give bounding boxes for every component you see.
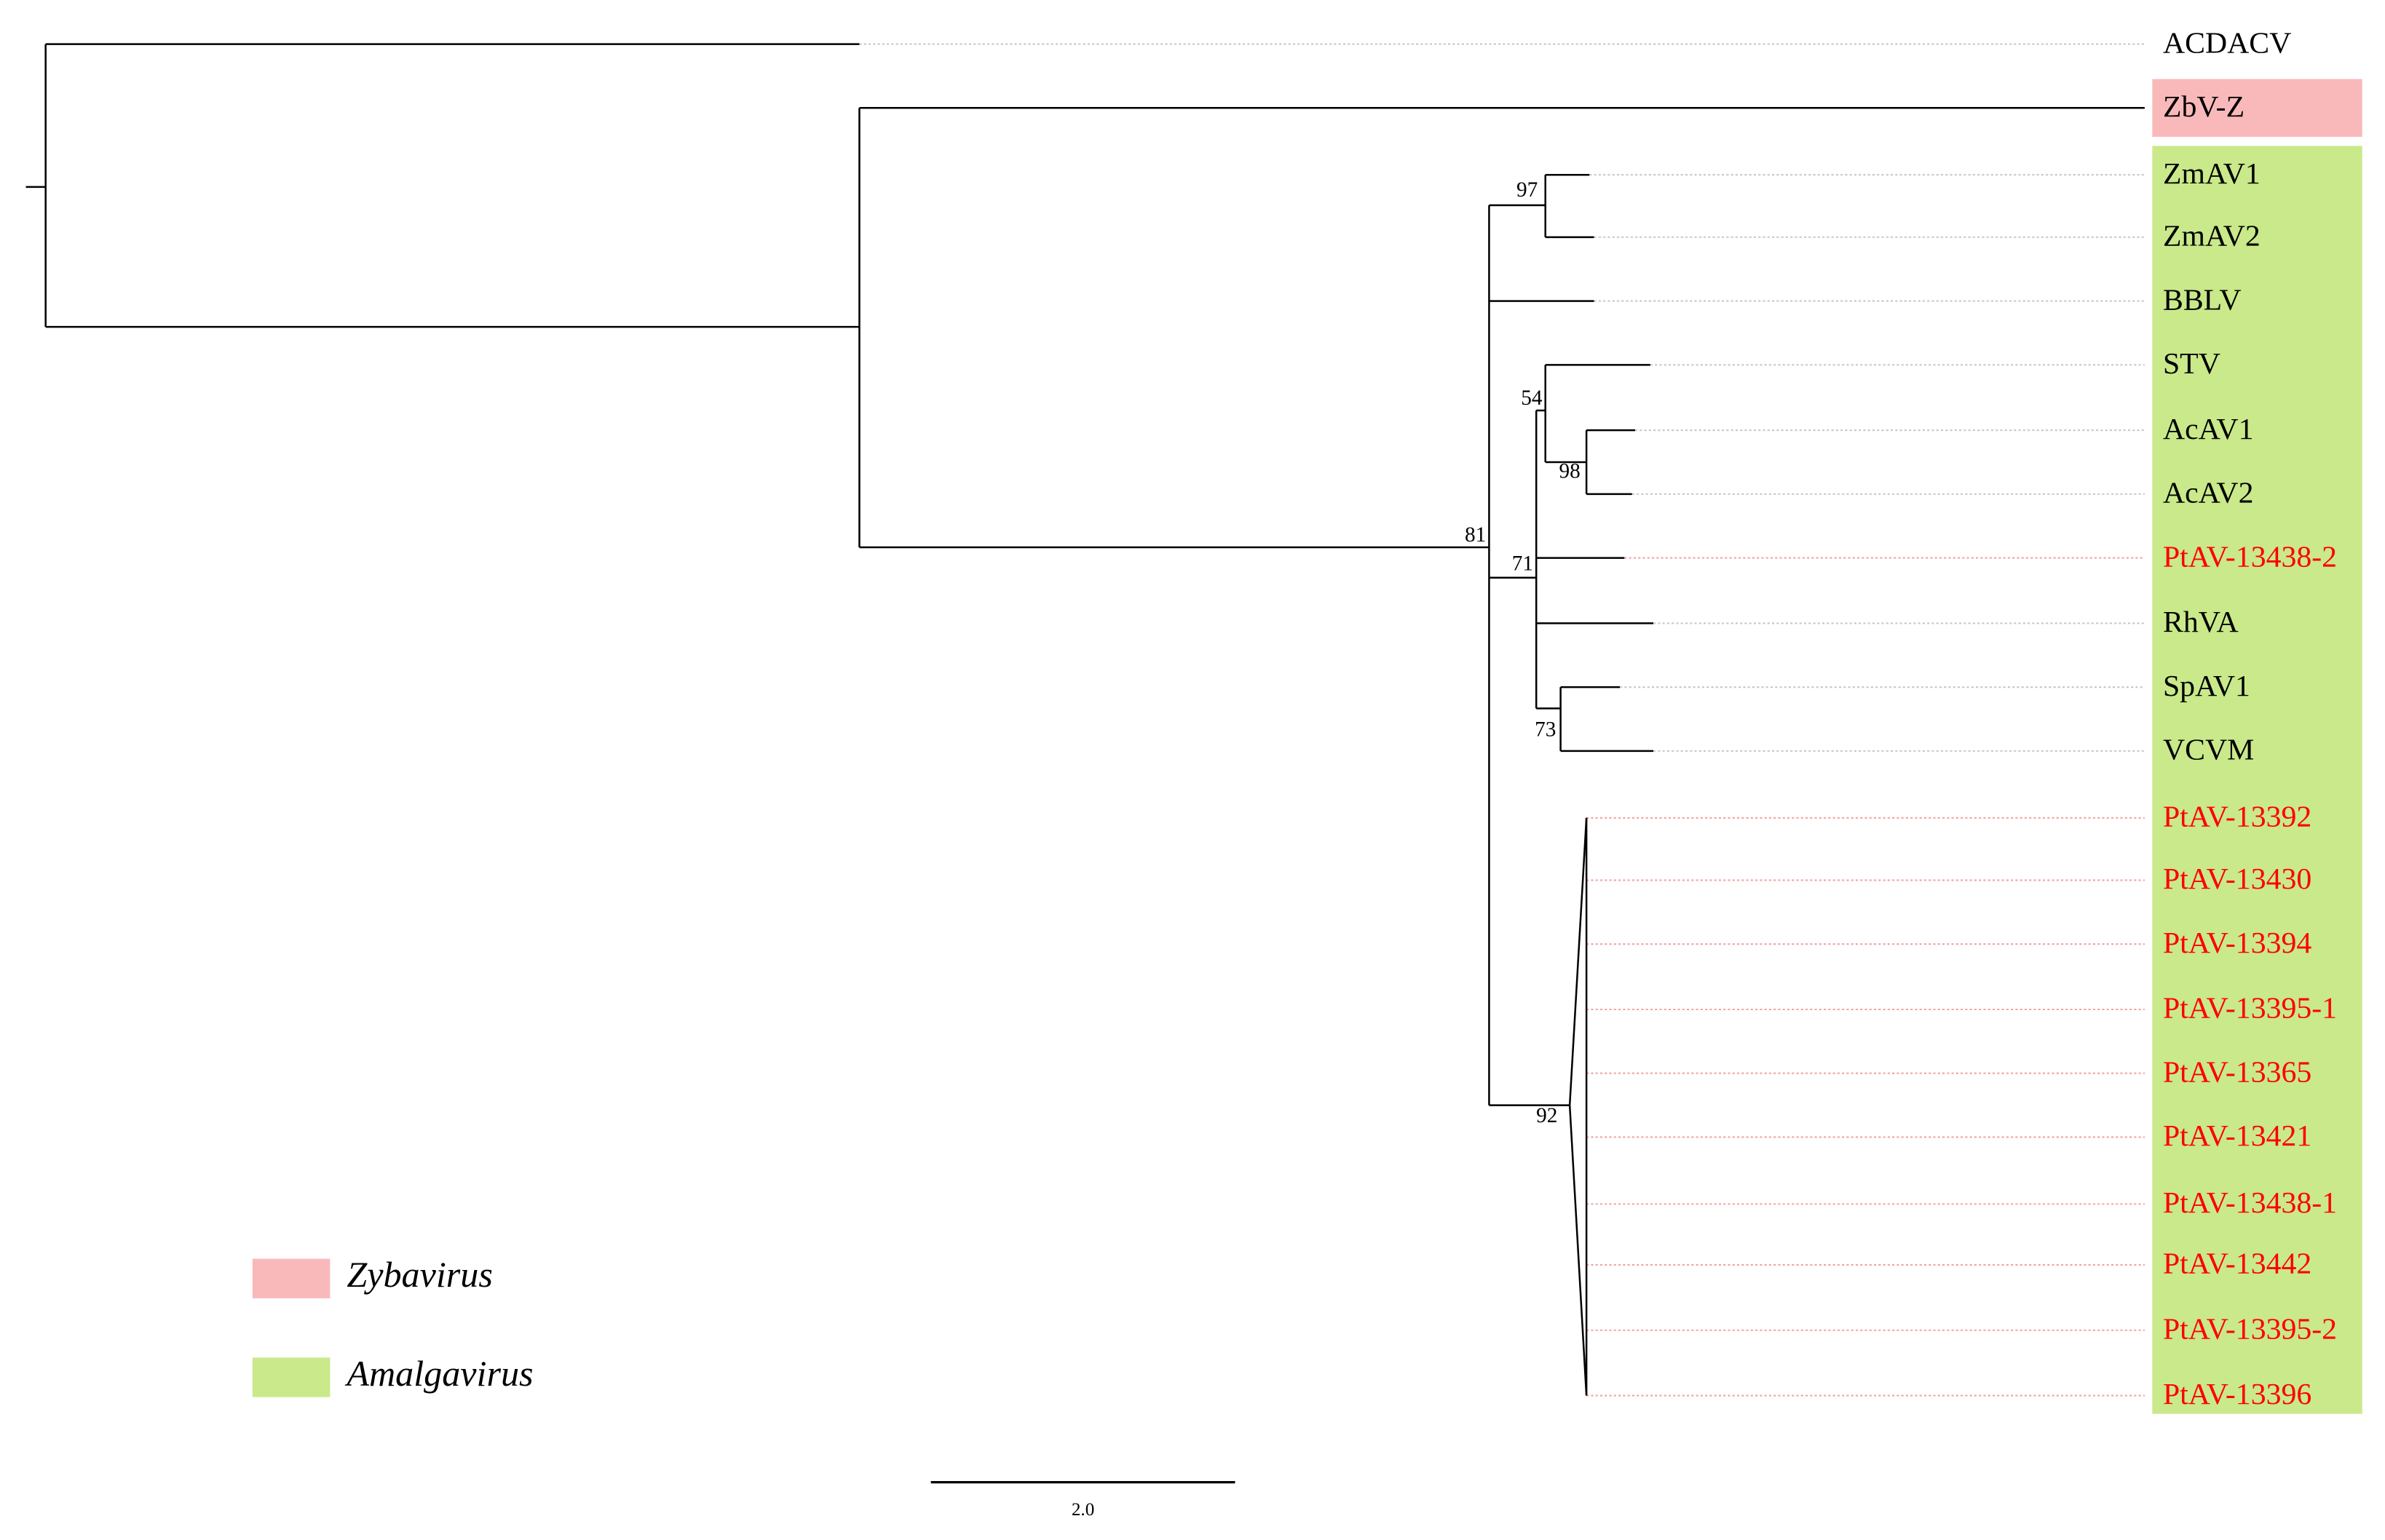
legend-label: Amalgavirus	[344, 1353, 533, 1394]
bootstrap-value: 92	[1536, 1104, 1557, 1127]
leaf-label: PtAV-13365	[2163, 1055, 2311, 1089]
leaf-label: PtAV-13396	[2163, 1378, 2311, 1411]
leaf-label: ZmAV1	[2163, 157, 2261, 191]
leaf-label: AcAV2	[2163, 477, 2254, 510]
leaf-label: AcAV1	[2163, 413, 2254, 446]
leaf-label: PtAV-13392	[2163, 800, 2311, 833]
leaf-label: PtAV-13438-2	[2163, 540, 2337, 573]
leaf-label: PtAV-13438-1	[2163, 1186, 2337, 1220]
leaf-label: PtAV-13421	[2163, 1119, 2311, 1153]
bootstrap-value: 81	[1465, 523, 1486, 547]
leaf-label: ZbV-Z	[2163, 90, 2244, 124]
scale-bar-label: 2.0	[1072, 1500, 1094, 1520]
branch	[1568, 1105, 1588, 1396]
leaf-label: PtAV-13395-2	[2163, 1312, 2337, 1346]
leaf-label: BBLV	[2163, 283, 2242, 317]
legend-swatch	[252, 1357, 331, 1397]
legend-swatch	[252, 1258, 331, 1298]
leaf-label: RhVA	[2163, 606, 2239, 639]
bootstrap-value: 98	[1559, 459, 1581, 483]
leaf-label: PtAV-13430	[2163, 862, 2311, 896]
bootstrap-value: 73	[1535, 718, 1556, 741]
clade-highlight	[2152, 79, 2362, 137]
leaf-label: PtAV-13395-1	[2163, 992, 2337, 1025]
bootstrap-value: 71	[1512, 552, 1533, 576]
leaf-label: ZmAV2	[2163, 220, 2261, 253]
leaf-label: ACDACV	[2163, 26, 2291, 60]
bootstrap-value: 97	[1516, 178, 1538, 202]
leaf-label: VCVM	[2163, 734, 2254, 767]
leaf-label: SpAV1	[2163, 670, 2250, 703]
clade-highlight	[2152, 146, 2362, 1414]
leaf-label: PtAV-13442	[2163, 1247, 2311, 1281]
branch	[1568, 817, 1588, 1106]
legend-label: Zybavirus	[347, 1254, 493, 1295]
leaf-label: PtAV-13394	[2163, 926, 2311, 960]
leaf-label: STV	[2163, 347, 2220, 381]
bootstrap-value: 54	[1521, 386, 1543, 410]
